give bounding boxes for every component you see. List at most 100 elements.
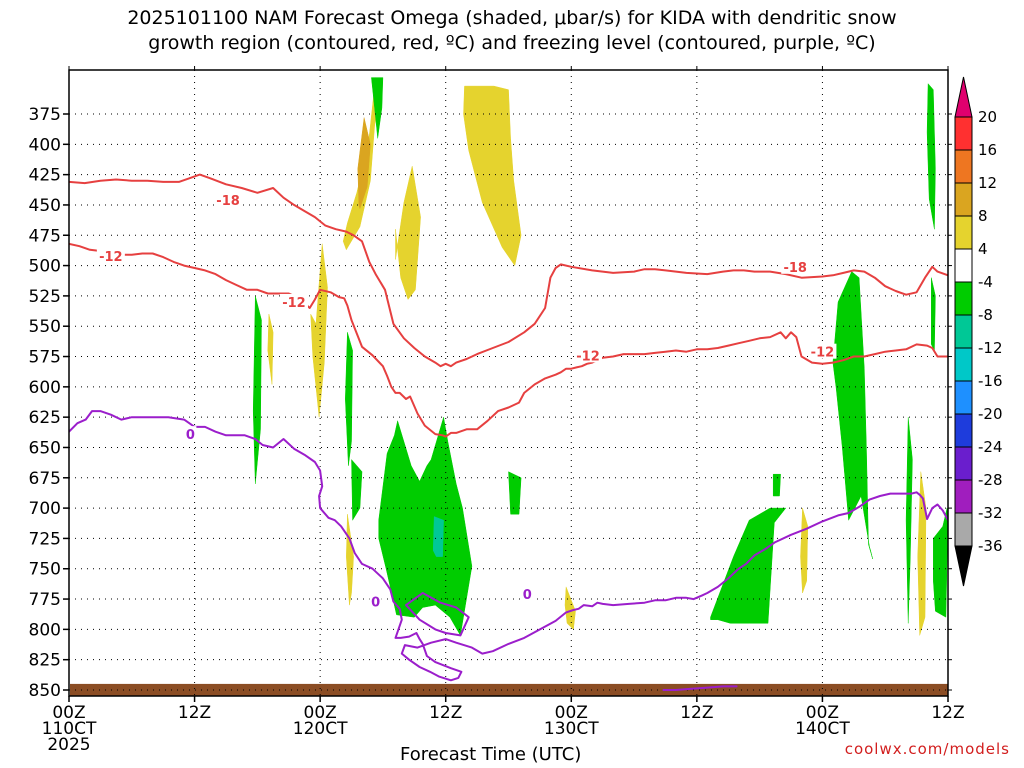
colorbar: 20 16 12 8 4 -4 -8 -12 -16 -20 -24 -28 -32 -36 xyxy=(954,76,1003,587)
x-tick-label-0-1: 00Z xyxy=(52,703,85,723)
colorbar-tick--20: -20 xyxy=(978,405,1003,423)
omega-region-rise-h70 xyxy=(800,507,809,594)
contour-label-bg-6 xyxy=(574,347,603,363)
contour-label-bg-8 xyxy=(808,343,837,359)
plot-border xyxy=(68,69,949,697)
contour-label-bg-3 xyxy=(184,426,197,442)
omega-region-sink-h63-h68 xyxy=(710,507,787,624)
colorbar-tick--12: -12 xyxy=(978,339,1003,357)
x-tick-label-72-1: 00Z xyxy=(806,703,839,723)
chart-title: 2025101100 NAM Forecast Omega (shaded, μ… xyxy=(0,6,1024,56)
colorbar-bin-12-16 xyxy=(954,149,973,184)
colorbar-bin-8-12 xyxy=(954,182,973,217)
omega-region-sink-h67 xyxy=(772,473,781,497)
contour-label-7: -18 xyxy=(783,261,807,276)
colorbar-tick--24: -24 xyxy=(978,438,1003,456)
y-tick-label-650: 650 xyxy=(29,438,61,458)
colorbar-bin-4-8 xyxy=(954,215,973,250)
contour-label-0: -18 xyxy=(216,194,240,209)
omega-region-sink-h26 xyxy=(345,332,353,466)
colorbar-tick-12: 12 xyxy=(978,174,997,192)
x-tick-label-12-1: 12Z xyxy=(178,703,211,723)
y-tick-label-775: 775 xyxy=(29,590,61,610)
contour-label-bg-0 xyxy=(214,192,243,208)
x-tick-label-48-2: 130CT xyxy=(544,719,599,739)
omega-region-rise-h23 xyxy=(310,243,328,418)
y-tick-label-700: 700 xyxy=(29,499,61,519)
omega-region-rise-h27-low xyxy=(346,513,354,606)
y-tick-label-825: 825 xyxy=(29,651,61,671)
y-tick-label-500: 500 xyxy=(29,257,61,277)
omega-region-sink-h74-h78 xyxy=(832,271,873,560)
y-tick-label-400: 400 xyxy=(29,135,61,155)
chart-title-line2: growth region (contoured, red, ºC) and f… xyxy=(148,32,876,54)
y-tick-label-800: 800 xyxy=(29,620,61,640)
omega-region-rise-h48 xyxy=(564,586,576,630)
y-tick-label-375: 375 xyxy=(29,105,61,125)
colorbar-tick--32: -32 xyxy=(978,504,1003,522)
contour-label-5: 0 xyxy=(523,588,532,603)
contour-label-3: 0 xyxy=(186,428,195,443)
colorbar-bin--16--12 xyxy=(954,347,973,382)
contour-labels: -18 -12 -12 0 0 0 -12 -18 -12 xyxy=(96,192,837,610)
y-tick-label-725: 725 xyxy=(29,529,61,549)
colorbar-tick-8: 8 xyxy=(978,207,988,225)
x-tick-label-24-2: 120CT xyxy=(293,719,348,739)
colorbar-bin--28--24 xyxy=(954,446,973,481)
contour-label-bg-1 xyxy=(96,247,125,263)
y-tick-label-600: 600 xyxy=(29,378,61,398)
omega-region-sink-h83-upper xyxy=(926,83,936,230)
y-tick-label-525: 525 xyxy=(29,287,61,307)
colorbar-bin-16-20 xyxy=(954,116,973,151)
colorbar-bin--24--20 xyxy=(954,413,973,448)
contour-label-8: -12 xyxy=(811,346,835,361)
omega-region-sink-h18 xyxy=(252,295,262,485)
omega-region-sink-main-h30-h37 xyxy=(378,416,473,636)
colorbar-bin--20--16 xyxy=(954,380,973,415)
y-tick-label-675: 675 xyxy=(29,469,61,489)
colorbar-tick--4: -4 xyxy=(978,273,993,291)
contour-label-bg-4 xyxy=(369,593,382,609)
y-axis: 375 400 425 450 475 500 525 550 575 600 625 650 675 7… xyxy=(29,105,952,701)
contour-label-bg-7 xyxy=(781,258,810,274)
colorbar-bin-below--36 xyxy=(954,545,973,587)
chart-title-line1: 2025101100 NAM Forecast Omega (shaded, μ… xyxy=(127,7,897,29)
colorbar-tick--8: -8 xyxy=(978,306,993,324)
colorbar-tick--36: -36 xyxy=(978,537,1003,555)
x-tick-label-0-2: 110CT xyxy=(42,719,97,739)
x-tick-label-72-2: 140CT xyxy=(795,719,850,739)
omega-region-sink-h35-core xyxy=(432,516,444,557)
colorbar-bin--32--28 xyxy=(954,479,973,514)
y-tick-label-550: 550 xyxy=(29,317,61,337)
x-tick-label-0-3: 2025 xyxy=(47,735,90,755)
colorbar-tick--16: -16 xyxy=(978,372,1003,390)
contour-dgz-minus12 xyxy=(69,242,948,438)
y-tick-label-475: 475 xyxy=(29,226,61,246)
omega-region-rise-core-h28 xyxy=(357,117,371,209)
credit-text: coolwx.com/models xyxy=(844,740,1010,758)
omega-region-sink-h83-mid xyxy=(931,277,936,351)
omega-region-rise-h19 xyxy=(267,313,274,385)
x-tick-label-36-1: 12Z xyxy=(429,703,462,723)
y-tick-label-450: 450 xyxy=(29,196,61,216)
contour-dgz-minus18 xyxy=(69,173,948,368)
contour-freezing-level-0-loop xyxy=(405,592,470,637)
omega-region-sink-h28-low xyxy=(351,459,363,521)
contour-label-bg-2 xyxy=(279,293,308,309)
contours xyxy=(69,173,948,691)
colorbar-tick-4: 4 xyxy=(978,240,988,258)
x-tick-label-84-1: 12Z xyxy=(931,703,964,723)
omega-region-sink-h80 xyxy=(905,416,913,624)
contour-label-bg-5 xyxy=(521,586,534,602)
contour-freezing-level-0-sfc xyxy=(662,685,738,691)
colorbar-bin--36--32 xyxy=(954,512,973,547)
omega-region-rise-h81 xyxy=(917,471,927,636)
colorbar-bin--12--8 xyxy=(954,314,973,349)
x-axis-label: Forecast Time (UTC) xyxy=(400,744,582,765)
contour-label-2: -12 xyxy=(282,296,306,311)
contour-label-4: 0 xyxy=(371,595,380,610)
y-tick-label-575: 575 xyxy=(29,348,61,368)
omega-region-sink-h83-right xyxy=(933,507,948,618)
contour-label-6: -12 xyxy=(576,349,600,364)
